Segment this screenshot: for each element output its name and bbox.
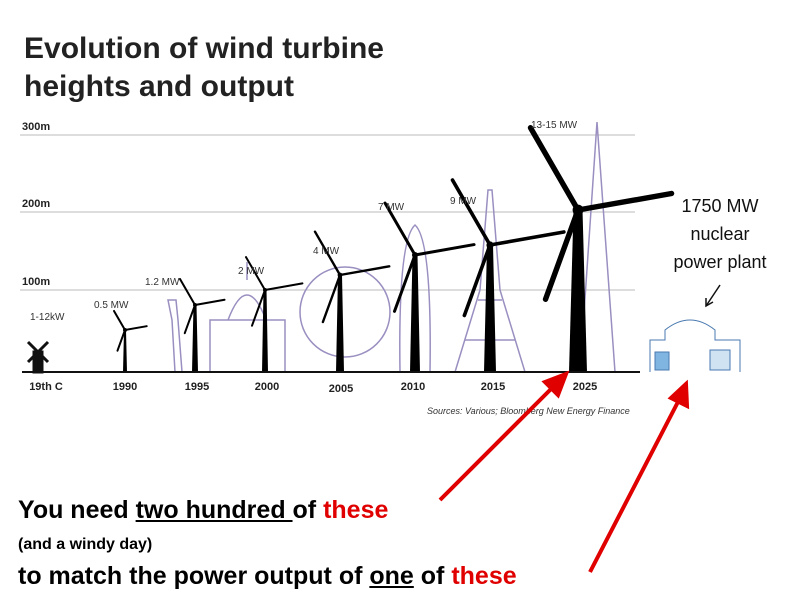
turbine-tower [569,210,587,372]
title-line: Evolution of wind turbine [24,32,384,65]
arrow-head [541,370,570,399]
nuclear-label: power plant [673,252,766,272]
era-label: 2015 [481,381,505,393]
turbine-hub [412,252,418,258]
turbine-tower [484,245,496,372]
turbine-blade [194,298,226,306]
era-label: 19th C [29,381,63,393]
height-label: 100m [22,276,50,288]
output-label: 7 MW [378,202,405,213]
windmill-sail [26,340,50,364]
caption-emphasis: two hundred [135,496,293,524]
turbine-hub [337,272,343,278]
tower [399,223,431,373]
turbine-blade [542,207,581,302]
plant-part [654,351,670,371]
red-arrows [438,370,690,573]
output-label: 0.5 MW [94,300,129,311]
turbine-hub [572,204,584,216]
turbine-blade [462,243,492,318]
turbine-blade [392,253,417,313]
era-label: 2010 [401,381,425,393]
nuclear-label: 1750 MW [681,196,758,216]
output-label: 9 MW [450,196,477,207]
arrow-shaft [588,397,682,573]
height-label: 300m [22,121,50,133]
height-lines [20,134,635,291]
black-arrow [705,284,721,308]
turbine-hub [193,303,197,307]
turbine-tower [410,255,420,372]
turbine-tower [123,330,127,372]
output-label: 4 MW [313,246,340,257]
power-plant [649,319,741,372]
plant-part [709,349,731,371]
turbine-hub [486,241,494,249]
caption-line: to match the power output of one of thes… [18,562,517,591]
windmill [26,340,50,374]
turbine-blade [313,230,342,277]
caption-highlight: these [323,496,389,524]
turbine-tower [192,305,198,372]
turbine-blade [413,243,476,257]
turbine-blade [183,304,196,335]
arrow-shaft [438,382,558,502]
caption-note: (and a windy day) [18,536,153,553]
turbine-blade [124,325,148,331]
output-label: 2 MW [238,266,265,277]
shard [579,121,616,373]
era-label: 2005 [329,383,353,395]
arrow-head [667,379,690,410]
turbine-tower [336,275,344,372]
turbine-blade [113,309,126,331]
caption-highlight: these [451,562,517,590]
ferris-wheel [299,266,391,358]
turbine-blade [527,125,581,213]
turbine-blade [321,273,342,324]
height-label: 200m [22,198,50,210]
era-label: 2025 [573,381,597,393]
turbine-tower [262,290,268,372]
output-label: 1.2 MW [145,277,180,288]
caption-text: to match the power output of [18,562,370,590]
plant-outline [649,319,741,372]
era-label: 2000 [255,381,279,393]
statue [167,299,183,373]
caption-text: You need [18,496,136,524]
turbine-blade [245,256,266,291]
caption-line: (and a windy day) [18,536,152,554]
caption-line: You need two hundred of these [18,496,388,525]
output-label: 13-15 MW [531,120,578,131]
turbine-blade [338,265,391,277]
caption-emphasis: one [369,562,414,590]
turbine-blade [116,329,126,352]
nuclear-label: nuclear [690,224,749,244]
turbine-blade [488,230,566,247]
era-label: 1995 [185,381,209,393]
arrow-shaft [705,284,721,307]
turbine-blade [179,278,196,306]
caption-text: of [413,562,452,590]
title-line: heights and output [24,70,294,103]
era-label: 1990 [113,381,137,393]
arrow-head [705,298,714,308]
output-label: 1-12kW [30,312,65,323]
turbine-blade [251,289,266,327]
caption-text: of [292,496,324,524]
turbine-blade [383,201,417,257]
turbine-hub [123,328,127,332]
turbines [113,125,675,372]
turbine-blade [264,282,304,291]
turbine-hub [263,288,267,292]
turbine-blade [450,178,492,247]
cathedral [209,262,286,372]
turbine-blade [575,190,675,213]
